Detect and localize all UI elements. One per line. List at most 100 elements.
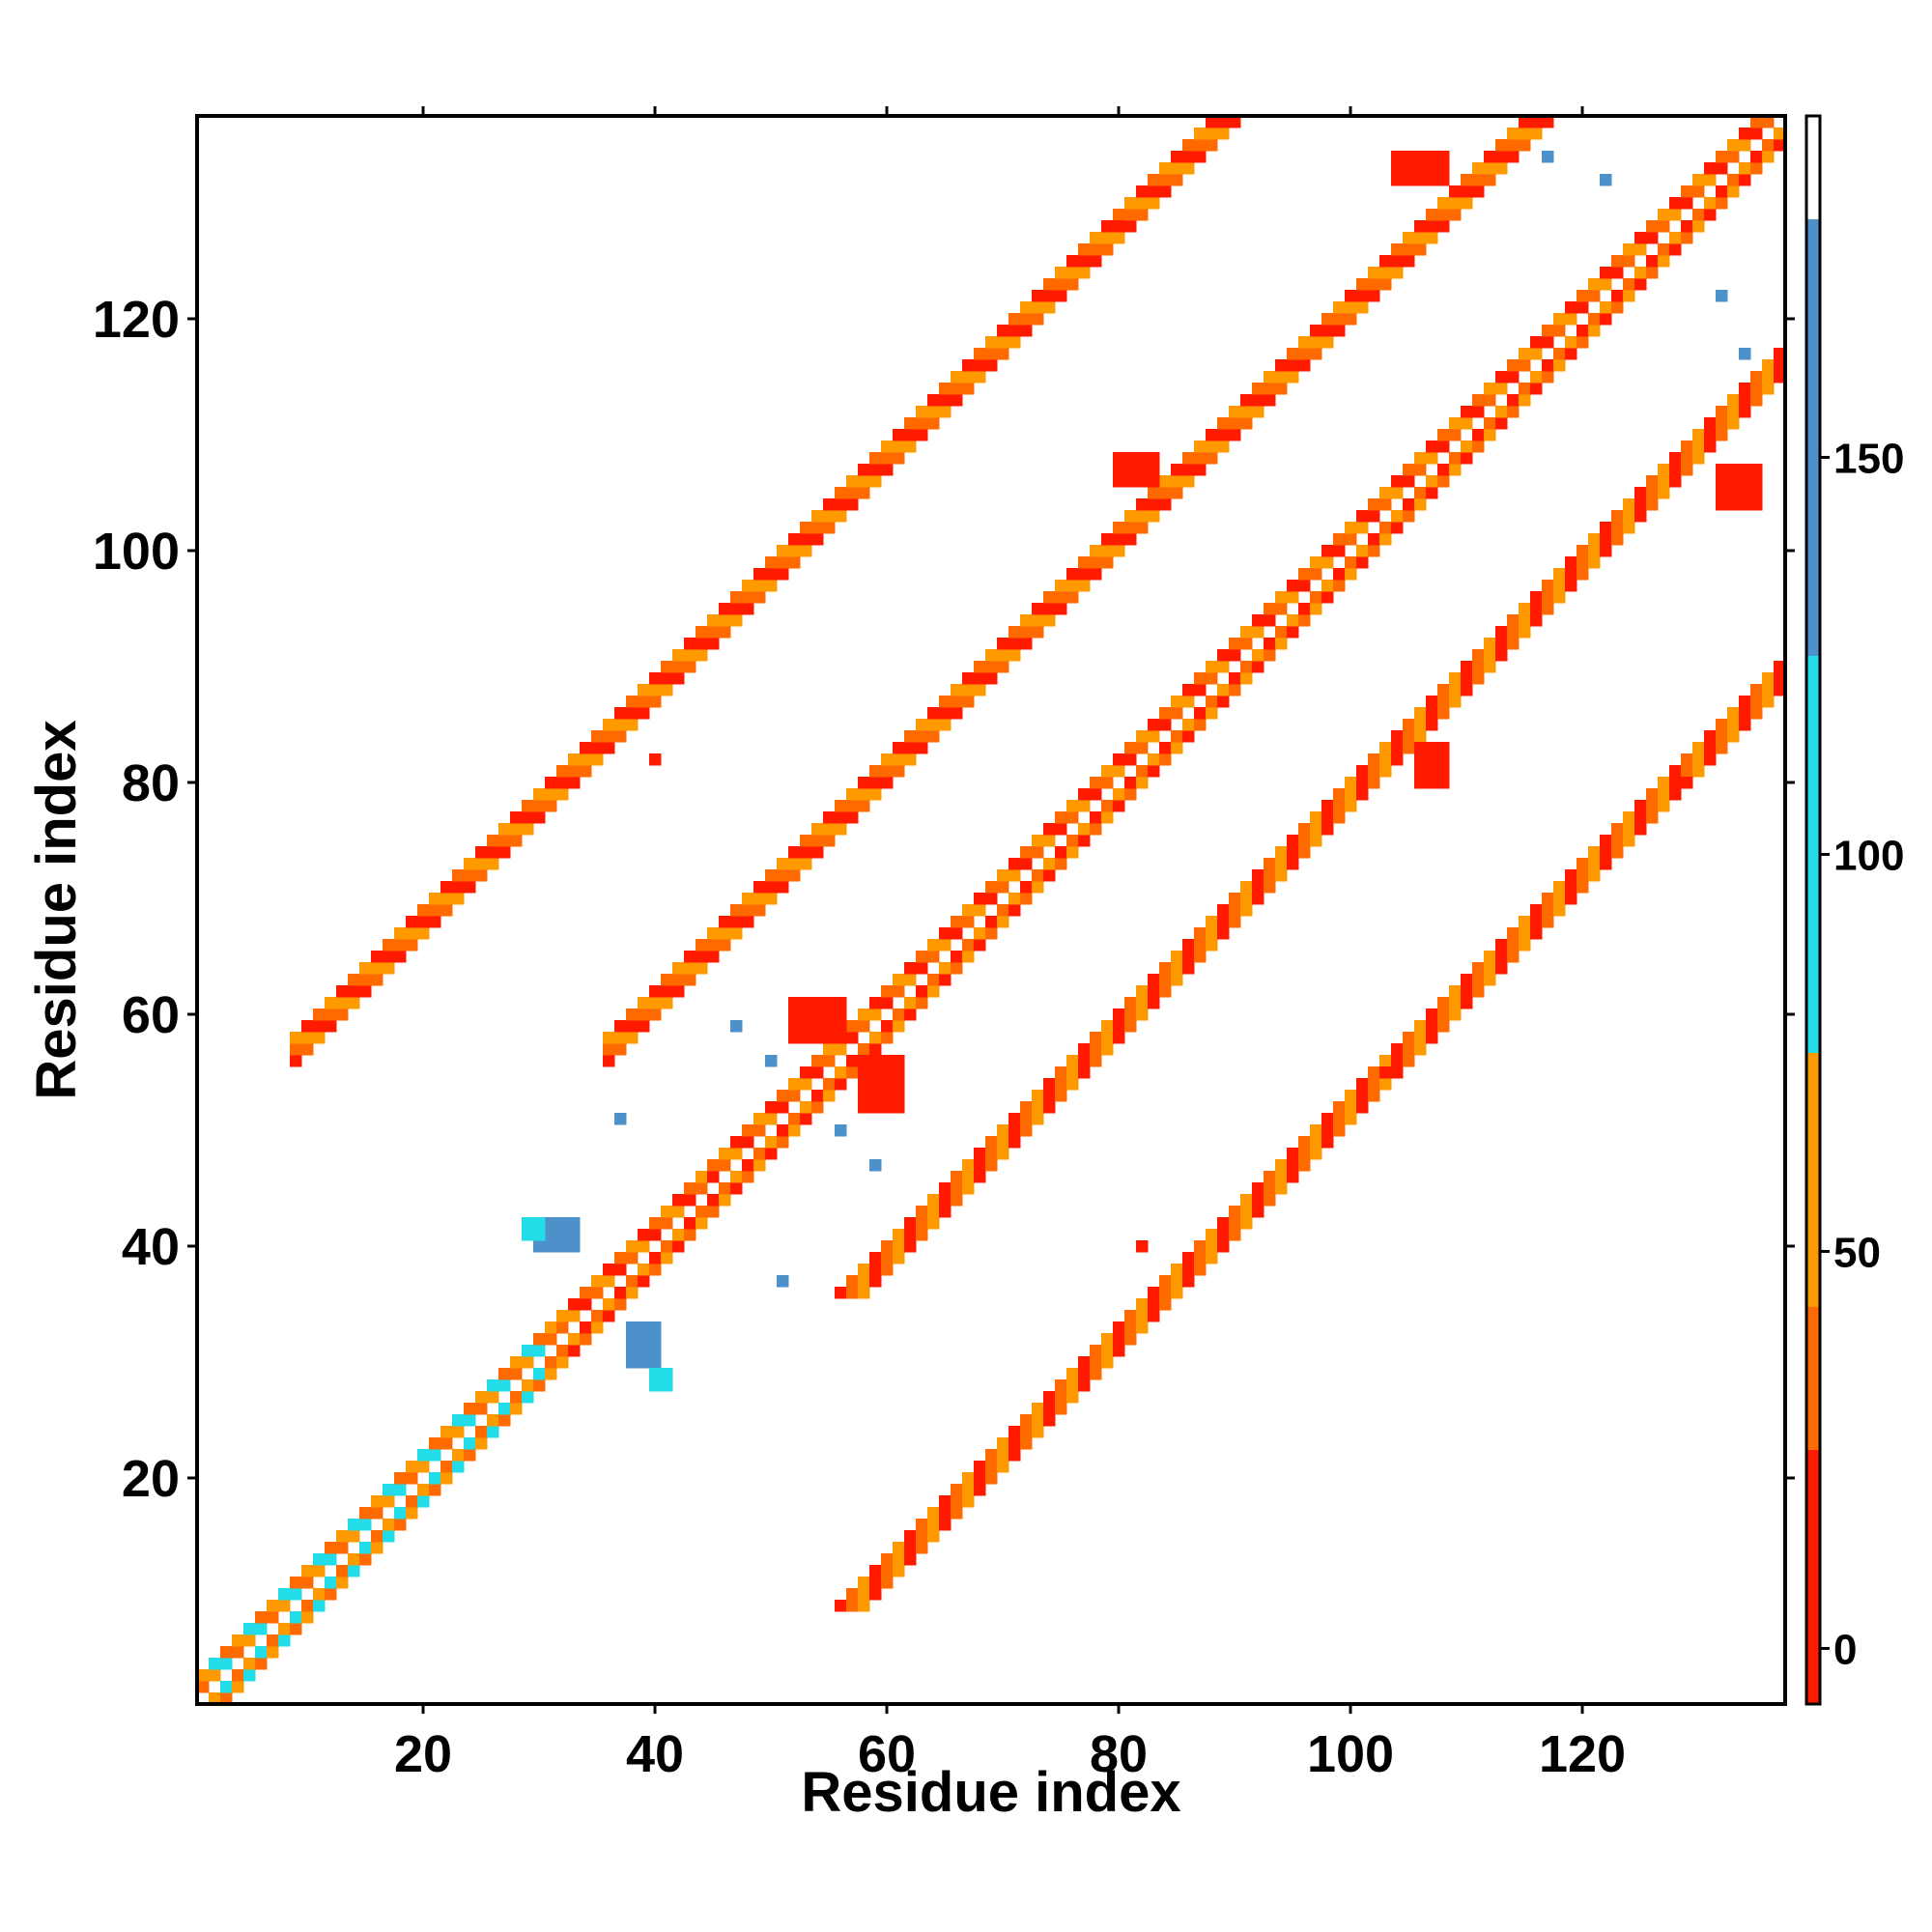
cluster-cell [823, 997, 836, 1009]
band-cell [533, 811, 546, 824]
band-cell [1774, 684, 1786, 696]
band-cell [1658, 475, 1670, 488]
band-cell [1472, 974, 1485, 986]
band-cell [962, 1472, 975, 1485]
band-cell [916, 742, 928, 754]
diagonal-cell [325, 1577, 337, 1589]
diagonal-cell [290, 1623, 302, 1635]
diagonal-cell [1681, 185, 1693, 198]
band-cell [498, 846, 511, 859]
diagonal-cell [475, 1403, 488, 1415]
diagonal-cell [730, 1148, 743, 1160]
diagonal-cell [719, 1182, 731, 1195]
band-cell [904, 1240, 917, 1253]
diagonal-cell [614, 1264, 627, 1276]
band-cell [1704, 742, 1717, 754]
diagonal-cell [1704, 197, 1717, 210]
diagonal-cell [1356, 510, 1369, 523]
band-cell [394, 951, 407, 963]
band-cell [290, 1055, 302, 1067]
band-cell [672, 672, 685, 685]
band-cell [1739, 406, 1751, 418]
diagonal-cell [580, 1298, 592, 1311]
diagonal-cell [1495, 371, 1508, 384]
diagonal-cell [1148, 719, 1160, 731]
diagonal-cell [1264, 638, 1276, 650]
band-cell [1113, 1032, 1125, 1044]
diagonal-cell [974, 893, 986, 905]
band-cell [1078, 255, 1091, 268]
band-cell [1716, 719, 1728, 731]
band-cell [835, 510, 847, 523]
band-cell [1159, 1275, 1172, 1288]
band-cell [1403, 232, 1415, 244]
band-cell [1495, 151, 1508, 163]
y-tick-label: 60 [122, 986, 180, 1044]
band-cell [510, 811, 523, 824]
band-cell [406, 939, 418, 952]
diagonal-cell [1669, 209, 1682, 221]
band-cell [1194, 927, 1207, 940]
cluster-cell [788, 1009, 801, 1021]
band-cell [1101, 220, 1114, 233]
band-cell [1391, 730, 1404, 743]
diagonal-cell [556, 1310, 569, 1322]
diagonal-cell [394, 1519, 407, 1531]
band-cell [1716, 417, 1728, 430]
diagonal-cell [742, 1171, 754, 1183]
band-cell [1194, 1240, 1207, 1253]
diagonal-cell [1252, 649, 1264, 662]
band-cell [1171, 951, 1183, 963]
diagonal-cell [1275, 638, 1288, 650]
cluster-cell [788, 997, 801, 1009]
band-cell [440, 881, 453, 894]
cluster-cell [1148, 475, 1160, 488]
diagonal-cell [1461, 440, 1473, 453]
band-cell [1310, 835, 1322, 847]
band-cell [1669, 788, 1682, 801]
band-cell [1727, 406, 1740, 418]
band-cell [1403, 1043, 1415, 1056]
diagonal-cell [1519, 359, 1531, 372]
band-cell [916, 1229, 928, 1241]
diagonal-cell [927, 951, 940, 963]
band-cell [487, 858, 499, 870]
diagonal-cell [927, 939, 940, 952]
band-cell [1032, 1403, 1044, 1415]
band-cell [1148, 197, 1160, 210]
diagonal-cell [209, 1658, 221, 1670]
diagonal-cell [220, 1692, 233, 1705]
diagonal-cell [939, 962, 952, 975]
diagonal-cell [835, 1066, 847, 1079]
band-cell [1449, 197, 1462, 210]
band-cell [1692, 753, 1705, 766]
band-cell [1634, 487, 1647, 499]
band-cell [1217, 128, 1230, 140]
diagonal-cell [1101, 811, 1114, 824]
diagonal-cell [1032, 846, 1044, 859]
diagonal-cell [1692, 174, 1705, 186]
band-cell [394, 927, 407, 940]
cluster-cell [858, 1101, 870, 1114]
diagonal-cell [1750, 116, 1763, 128]
diagonal-cell [672, 1229, 685, 1241]
band-cell [1414, 220, 1427, 233]
diagonal-cell [1287, 614, 1299, 627]
band-cell [974, 684, 986, 696]
diagonal-cell [359, 1519, 372, 1531]
diagonal-cell [591, 1287, 604, 1299]
band-cell [1484, 962, 1496, 975]
band-cell [626, 1032, 639, 1044]
cluster-cell [568, 1229, 581, 1241]
diagonal-cell [1414, 498, 1427, 511]
diagonal-cell [1437, 440, 1450, 453]
cluster-cell [1750, 464, 1763, 476]
band-cell [1020, 1426, 1033, 1438]
band-cell [985, 1472, 998, 1485]
band-cell [1206, 116, 1218, 128]
band-cell [1264, 394, 1276, 407]
band-cell [1240, 893, 1253, 905]
diagonal-cell [243, 1634, 256, 1647]
diagonal-cell [730, 1182, 743, 1195]
band-cell [974, 672, 986, 685]
